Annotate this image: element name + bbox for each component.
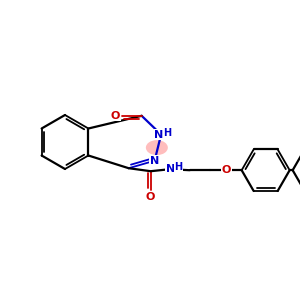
- Text: N: N: [150, 156, 159, 166]
- Text: H: H: [175, 162, 183, 172]
- Ellipse shape: [146, 140, 168, 155]
- Text: N: N: [154, 130, 164, 140]
- Text: O: O: [111, 111, 120, 121]
- Text: H: H: [163, 128, 171, 137]
- Text: O: O: [146, 192, 155, 202]
- Text: N: N: [166, 164, 175, 174]
- Text: O: O: [222, 165, 231, 175]
